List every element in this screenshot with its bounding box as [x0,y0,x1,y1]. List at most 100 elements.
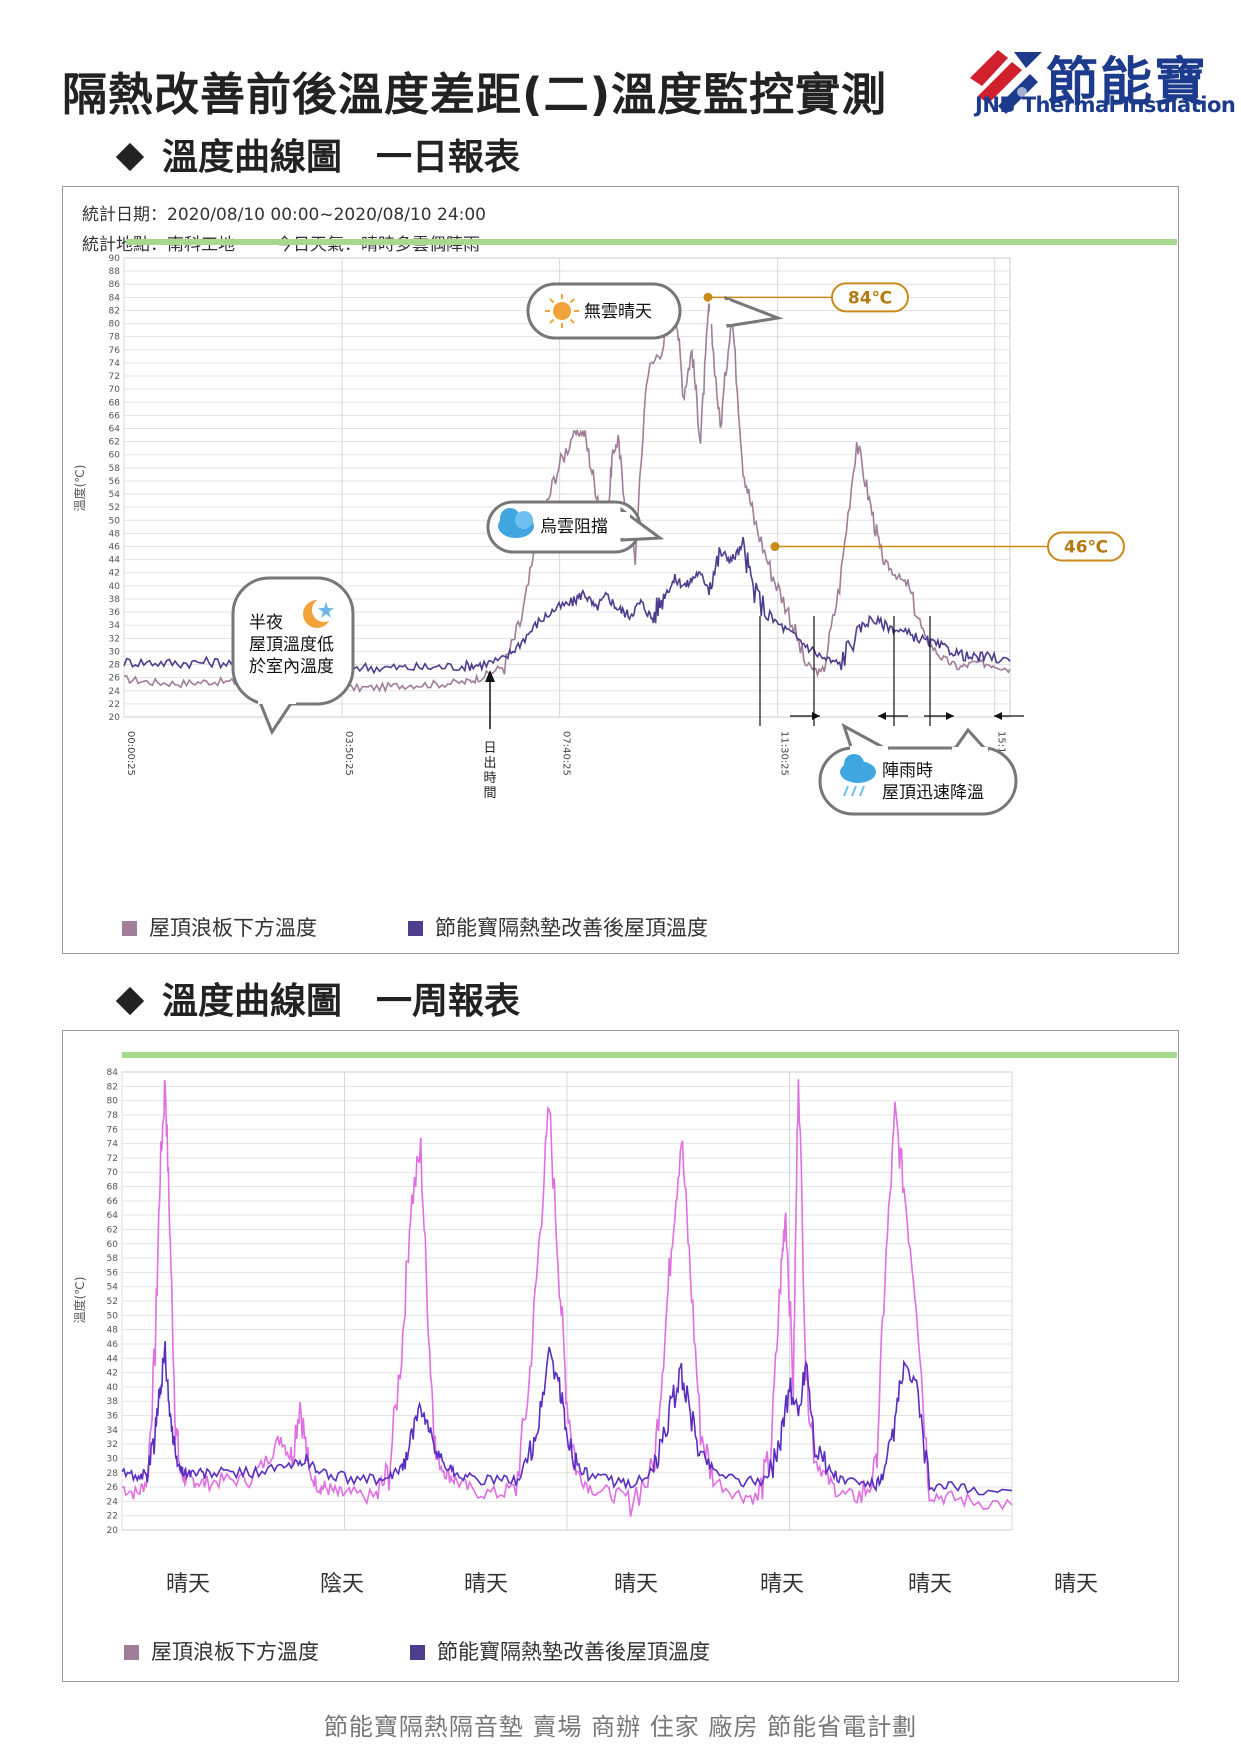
bubble-cloudy-mask [610,512,630,538]
y-tick-label: 78 [107,1111,119,1121]
y-tick-label: 70 [109,385,121,395]
y-tick-label: 42 [107,1369,118,1379]
weekly-chart: 20 22 24 26 28 30 32 34 36 38 40 42 44 46 48 50 52 54 56 58… [72,1052,1177,1536]
rain-arrow-head [878,712,886,720]
y-tick-label: 32 [107,1440,118,1450]
sunrise-label-char: 出 [483,756,496,771]
y-tick-label: 72 [107,1154,118,1164]
bubble-sunny-tail [724,295,784,328]
diamond-icon [115,986,145,1016]
sun-icon-ray [549,318,555,324]
y-tick-label: 76 [109,346,121,356]
y-tick-label: 54 [109,490,121,500]
y-tick-label: 80 [109,320,121,330]
y-tick-label: 64 [109,424,121,434]
x-tick-label: 00:00:25 [125,731,136,776]
y-tick-label: 22 [109,700,120,710]
weather-label: 晴天 [463,1572,508,1597]
y-tick-label: 42 [109,569,120,579]
y-tick-label: 82 [107,1082,118,1092]
daily-section-title: 溫度曲線圖 一日報表 [112,128,520,180]
daily-legend-before-label: 屋頂浪板下方溫度 [149,916,317,940]
y-tick-label: 28 [109,661,121,671]
bubble-night-text: 半夜 [249,613,283,633]
y-tick-label: 24 [107,1497,119,1507]
y-tick-label: 24 [109,687,121,697]
y-tick-label: 76 [107,1125,119,1135]
weather-label: 晴天 [165,1572,210,1597]
sun-icon-ray [569,318,575,324]
peak-label-before: 84℃ [848,288,892,308]
rain-drop-icon [851,785,857,797]
bubble-sunny [526,282,784,340]
y-tick-label: 74 [107,1140,119,1150]
sunrise-label-char: 時 [483,771,496,786]
daily-legend-before: 屋頂浪板下方溫度 [122,912,317,942]
y-tick-label: 78 [109,333,121,343]
y-tick-label: 50 [107,1311,119,1321]
y-tick-label: 54 [107,1283,119,1293]
weekly-chart-panel [62,1030,1179,1682]
x-tick-label: 03:50:25 [343,731,354,776]
peak-label-after: 46℃ [1064,538,1108,558]
y-tick-label: 84 [109,293,121,303]
weather-label: 晴天 [907,1572,952,1597]
peak-badge-before [831,282,909,313]
y-tick-label: 86 [109,280,121,290]
y-tick-label: 84 [107,1068,119,1078]
y-tick-label: 62 [107,1225,118,1235]
daily-section-title-text: 溫度曲線圖 [162,137,343,178]
bubble-sunny-text: 無雲晴天 [584,302,652,322]
logo-icon [970,50,1042,114]
y-tick-label: 36 [107,1412,119,1422]
rain-arrow-head [994,712,1002,720]
bubble-cloudy-text: 烏雲阻擋 [540,517,608,537]
sunrise-label-char: 間 [483,786,496,801]
y-tick-label: 70 [107,1168,119,1178]
bubble-rain-text: 屋頂迅速降溫 [882,783,984,803]
sun-icon-ray [569,298,575,304]
y-tick-label: 46 [109,543,121,553]
weekly-legend-after: 節能寶隔熱墊改善後屋頂溫度 [410,1636,710,1666]
daily-legend-after: 節能寶隔熱墊改善後屋頂溫度 [408,912,708,942]
bubble-night-text: 於室內溫度 [249,657,334,677]
y-tick-label: 44 [109,556,121,566]
y-tick-label: 30 [109,647,121,657]
y-tick-label: 26 [107,1483,119,1493]
star-icon [318,602,334,618]
y-tick-label: 66 [107,1197,119,1207]
weather-label: 陰天 [319,1572,364,1597]
sun-icon-ray [549,298,555,304]
weekly-section-subtitle: 一周報表 [376,981,521,1022]
y-tick-label: 90 [109,254,121,264]
y-tick-label: 30 [107,1454,119,1464]
y-tick-label: 74 [109,359,121,369]
y-tick-label: 62 [109,438,120,448]
daily-legend-after-label: 節能寶隔熱墊改善後屋頂溫度 [435,916,708,940]
y-tick-label: 60 [107,1240,119,1250]
x-tick-label: 07:40:25 [561,731,572,776]
y-tick-label: 40 [109,582,121,592]
rain-arrow-head [946,712,954,720]
rain-cloud-icon-part [844,754,864,774]
y-tick-label: 48 [107,1326,119,1336]
peak-badge-after [1047,531,1125,562]
bubble-night-text: 屋頂溫度低 [249,635,334,655]
bubble-night-mask [258,696,296,704]
y-tick-label: 64 [107,1211,119,1221]
weekly-legend-before-label: 屋頂浪板下方溫度 [151,1640,319,1664]
sunrise-label-char: 日 [483,741,496,756]
x-tick-label: 11:30:25 [779,731,790,776]
daily-chart: 20 22 24 26 28 30 32 34 36 38 40 42 44 46 48 50 52 54 56 58… [72,239,1177,816]
bubble-sunny-shape [526,282,682,340]
rain-drop-icon [859,785,865,797]
sun-icon [553,302,571,320]
rain-arrow-head [812,712,820,720]
y-tick-label: 44 [107,1354,119,1364]
y-tick-label: 34 [109,621,121,631]
weather-label: 晴天 [1053,1572,1098,1597]
y-tick-label: 88 [109,267,121,277]
bubble-rain-text: 陣雨時 [882,761,933,781]
y-tick-label: 20 [109,713,121,723]
y-tick-label: 38 [109,595,121,605]
